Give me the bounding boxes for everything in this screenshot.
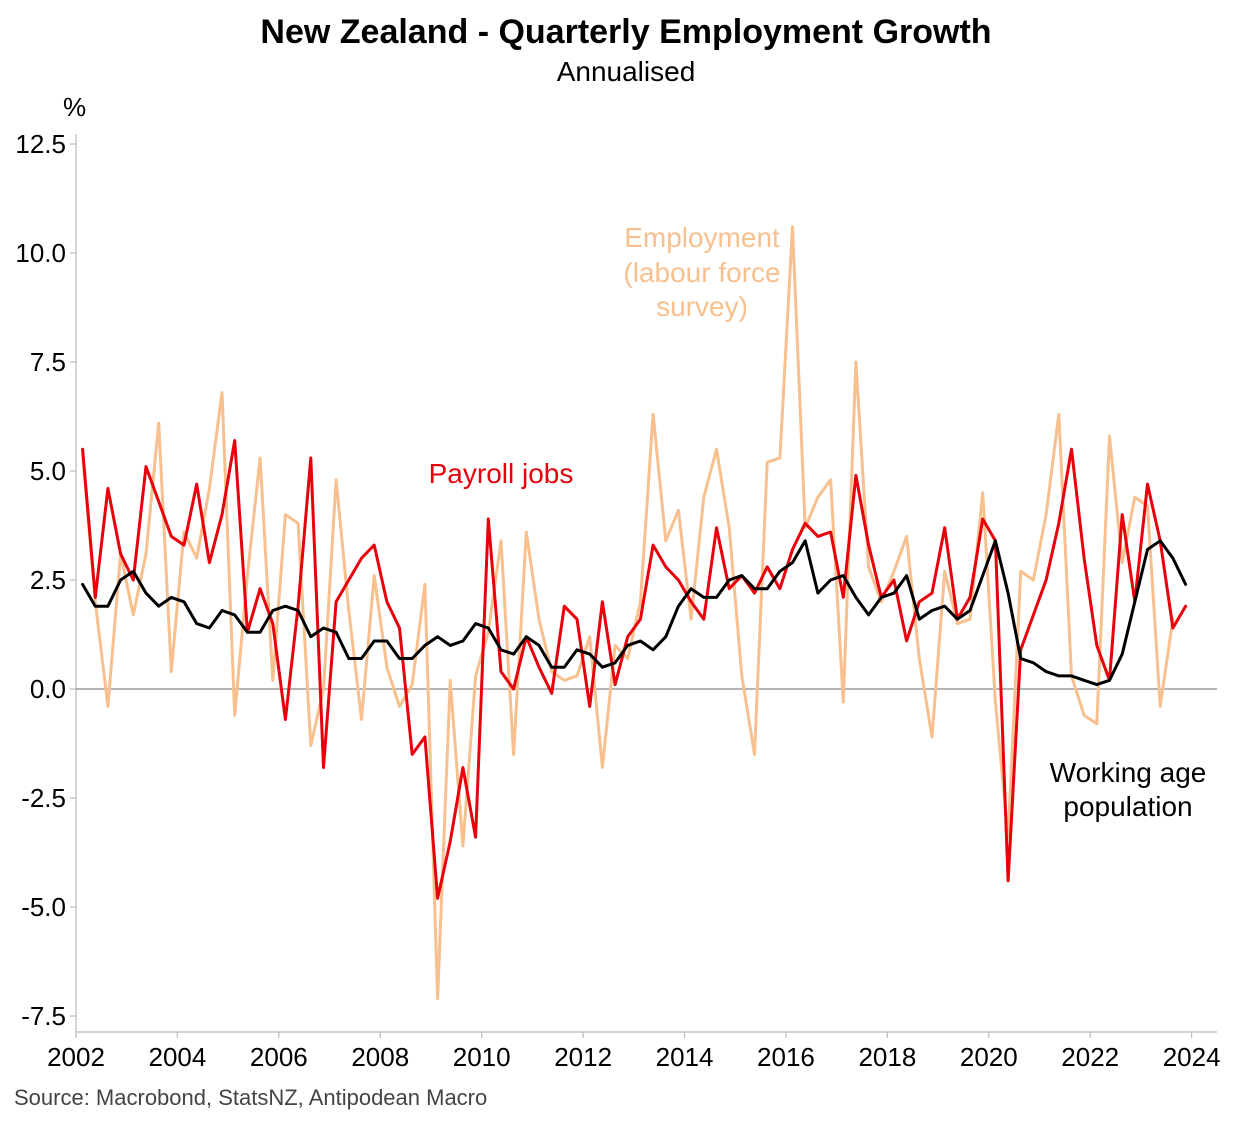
x-ticks: 2002 2004 2006 2008 2010 2012 2014 2016 2018 2020… — [47, 1032, 1221, 1072]
annotation-employment: Employment (labour force survey) — [623, 222, 780, 322]
y-tick-label: -2.5 — [21, 783, 66, 813]
annotation-population: Working age population — [1050, 757, 1207, 822]
y-axis-label: % — [63, 92, 86, 122]
x-tick-label: 2004 — [149, 1042, 207, 1072]
y-tick-label: -5.0 — [21, 892, 66, 922]
chart-title: New Zealand - Quarterly Employment Growt… — [260, 13, 991, 51]
x-tick-label: 2014 — [656, 1042, 714, 1072]
annotation-employment-line-1: Employment — [624, 222, 780, 253]
x-tick-label: 2010 — [453, 1042, 511, 1072]
x-tick-label: 2022 — [1061, 1042, 1119, 1072]
x-tick-label: 2020 — [960, 1042, 1018, 1072]
y-tick-label: 12.5 — [15, 129, 66, 159]
x-tick-label: 2002 — [47, 1042, 105, 1072]
series-layer — [81, 225, 1188, 1001]
y-tick-label: 0.0 — [30, 674, 66, 704]
y-ticks: 12.5 10.0 7.5 5.0 2.5 0.0 -2.5 -5.0 -7.5 — [15, 129, 76, 1031]
x-tick-label: 2018 — [858, 1042, 916, 1072]
y-tick-label: -7.5 — [21, 1001, 66, 1031]
x-tick-label: 2006 — [250, 1042, 308, 1072]
series-line-employment — [81, 225, 1175, 1001]
annotation-population-line-2: population — [1063, 791, 1192, 822]
annotation-payroll: Payroll jobs — [429, 458, 574, 489]
chart-subtitle: Annualised — [557, 56, 696, 87]
y-tick-label: 2.5 — [30, 565, 66, 595]
y-tick-label: 5.0 — [30, 456, 66, 486]
y-tick-label: 10.0 — [15, 238, 66, 268]
annotation-employment-line-2: (labour force — [623, 257, 780, 288]
source-note: Source: Macrobond, StatsNZ, Antipodean M… — [14, 1085, 487, 1110]
series-line-population — [81, 539, 1188, 687]
annotation-employment-line-3: survey) — [656, 291, 748, 322]
x-tick-label: 2016 — [757, 1042, 815, 1072]
annotation-population-line-1: Working age — [1050, 757, 1207, 788]
x-tick-label: 2012 — [554, 1042, 612, 1072]
y-tick-label: 7.5 — [30, 347, 66, 377]
x-tick-label: 2008 — [351, 1042, 409, 1072]
axes — [75, 134, 1217, 1033]
series-line-payroll — [81, 439, 1188, 900]
x-tick-label: 2024 — [1163, 1042, 1221, 1072]
